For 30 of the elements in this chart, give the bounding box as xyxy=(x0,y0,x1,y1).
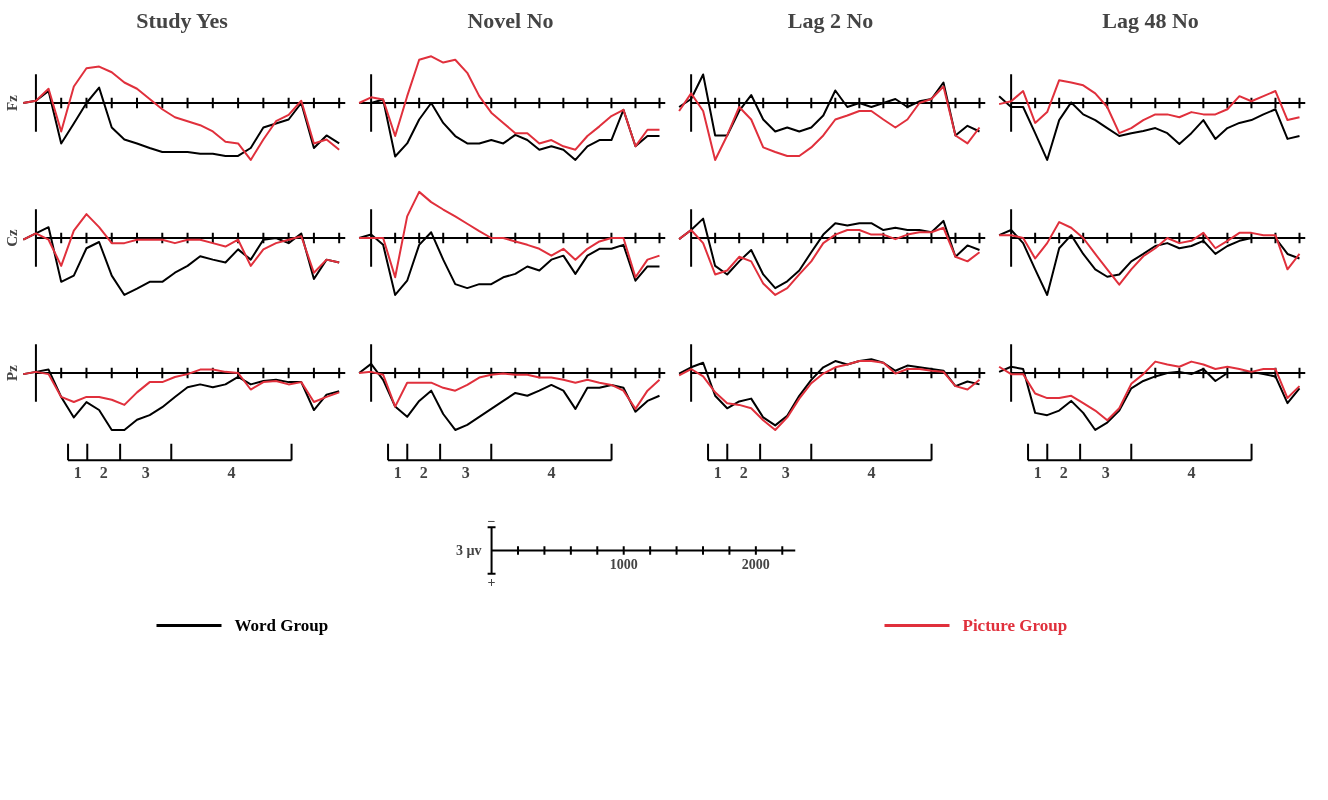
text: 4 xyxy=(1187,463,1196,481)
chart-title: Lag 2 No xyxy=(787,7,874,33)
text: − xyxy=(487,514,496,530)
text: 3 xyxy=(1101,463,1110,481)
text: 1 xyxy=(713,463,722,481)
y-axis-title: Fz xyxy=(3,94,20,111)
text: 4 xyxy=(227,463,236,481)
text: 3 xyxy=(781,463,790,481)
text: 3 xyxy=(461,463,470,481)
chart-title: Lag 48 No xyxy=(1102,7,1199,33)
text: 2 xyxy=(99,463,108,481)
text: 2 xyxy=(419,463,428,481)
text: 1000 xyxy=(609,556,638,572)
text: 1 xyxy=(1033,463,1042,481)
text: 1 xyxy=(73,463,82,481)
text: 2 xyxy=(739,463,748,481)
text: + xyxy=(487,574,496,590)
chart-title: Novel No xyxy=(467,7,554,33)
text: 3 xyxy=(141,463,150,481)
text: 2000 xyxy=(741,556,770,572)
text: 4 xyxy=(547,463,556,481)
y-axis-title: Pz xyxy=(3,364,20,381)
text: 3 µv xyxy=(456,543,482,558)
y-axis-title: Cz xyxy=(3,228,20,247)
text: 2 xyxy=(1059,463,1068,481)
text: 1 xyxy=(393,463,402,481)
legend-label: Word Group xyxy=(234,616,329,635)
text: 4 xyxy=(867,463,876,481)
chart-title: Study Yes xyxy=(136,7,229,33)
legend-label: Picture Group xyxy=(962,616,1068,635)
